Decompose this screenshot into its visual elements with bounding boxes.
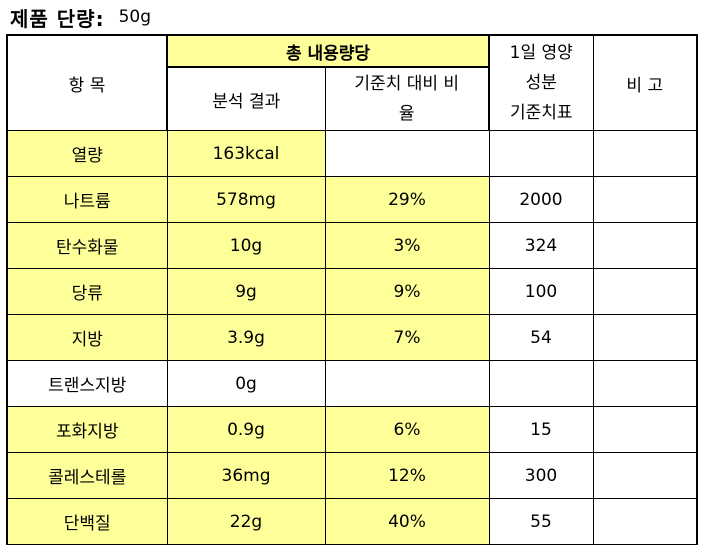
- ratio-value: 3%: [324, 222, 490, 269]
- remarks-value: [592, 360, 698, 407]
- analysis-value: 0g: [166, 360, 326, 407]
- header-per-serving: 총 내용량당: [166, 34, 490, 68]
- header-item: 항 목: [6, 34, 168, 131]
- nutrient-name: 포화지방: [6, 406, 168, 453]
- nutrient-name: 나트륨: [6, 176, 168, 223]
- remarks-value: [592, 222, 698, 269]
- analysis-value: 22g: [166, 498, 326, 545]
- daily-value: 324: [488, 222, 594, 269]
- remarks-value: [592, 176, 698, 223]
- remarks-value: [592, 130, 698, 177]
- header-daily-line-2: 성분: [525, 73, 557, 93]
- table-row: 나트륨 578mg 29% 2000: [6, 176, 698, 223]
- ratio-value: 9%: [324, 268, 490, 315]
- table-row: 콜레스테롤 36mg 12% 300: [6, 452, 698, 499]
- analysis-value: 36mg: [166, 452, 326, 499]
- ratio-value: 29%: [324, 176, 490, 223]
- nutrient-name: 탄수화물: [6, 222, 168, 269]
- ratio-value: 40%: [324, 498, 490, 545]
- daily-value: [488, 360, 594, 407]
- table-row: 당류 9g 9% 100: [6, 268, 698, 315]
- table-row: 열량 163kcal: [6, 130, 698, 177]
- header-daily-line-3: 기준치표: [509, 103, 573, 123]
- nutrient-name: 트랜스지방: [6, 360, 168, 407]
- nutrient-name: 콜레스테롤: [6, 452, 168, 499]
- header-ratio-line-2: 율: [398, 104, 415, 124]
- table-row: 지방 3.9g 7% 54: [6, 314, 698, 361]
- ratio-value: 6%: [324, 406, 490, 453]
- nutrition-table: 항 목 총 내용량당 1일 영양 성분 기준치표 비 고 분석 결과 기준치 대…: [6, 34, 698, 545]
- header-daily-line-1: 1일 영양: [509, 43, 573, 63]
- product-size-label: 제품 단량:: [10, 6, 105, 31]
- product-size-line: 제품 단량: 50g: [10, 4, 151, 31]
- remarks-value: [592, 452, 698, 499]
- ratio-value: 7%: [324, 314, 490, 361]
- table-row: 탄수화물 10g 3% 324: [6, 222, 698, 269]
- nutrient-name: 단백질: [6, 498, 168, 545]
- daily-value: 55: [488, 498, 594, 545]
- header-ratio-line-1: 기준치 대비 비: [354, 74, 460, 94]
- remarks-value: [592, 268, 698, 315]
- analysis-value: 9g: [166, 268, 326, 315]
- ratio-value: 12%: [324, 452, 490, 499]
- nutrient-name: 열량: [6, 130, 168, 177]
- nutrient-name: 당류: [6, 268, 168, 315]
- daily-value: 15: [488, 406, 594, 453]
- analysis-value: 163kcal: [166, 130, 326, 177]
- header-ratio: 기준치 대비 비 율: [324, 66, 490, 131]
- analysis-value: 3.9g: [166, 314, 326, 361]
- header-analysis: 분석 결과: [166, 66, 326, 131]
- ratio-value: [324, 360, 490, 407]
- ratio-value: [324, 130, 490, 177]
- analysis-value: 578mg: [166, 176, 326, 223]
- analysis-value: 0.9g: [166, 406, 326, 453]
- daily-value: [488, 130, 594, 177]
- daily-value: 100: [488, 268, 594, 315]
- table-row: 단백질 22g 40% 55: [6, 498, 698, 545]
- header-remarks: 비 고: [592, 34, 698, 131]
- daily-value: 54: [488, 314, 594, 361]
- analysis-value: 10g: [166, 222, 326, 269]
- daily-value: 300: [488, 452, 594, 499]
- header-daily-value: 1일 영양 성분 기준치표: [488, 34, 594, 131]
- table-row: 트랜스지방 0g: [6, 360, 698, 407]
- remarks-value: [592, 314, 698, 361]
- daily-value: 2000: [488, 176, 594, 223]
- product-size-value: 50g: [118, 7, 151, 27]
- nutrient-name: 지방: [6, 314, 168, 361]
- remarks-value: [592, 498, 698, 545]
- remarks-value: [592, 406, 698, 453]
- table-row: 포화지방 0.9g 6% 15: [6, 406, 698, 453]
